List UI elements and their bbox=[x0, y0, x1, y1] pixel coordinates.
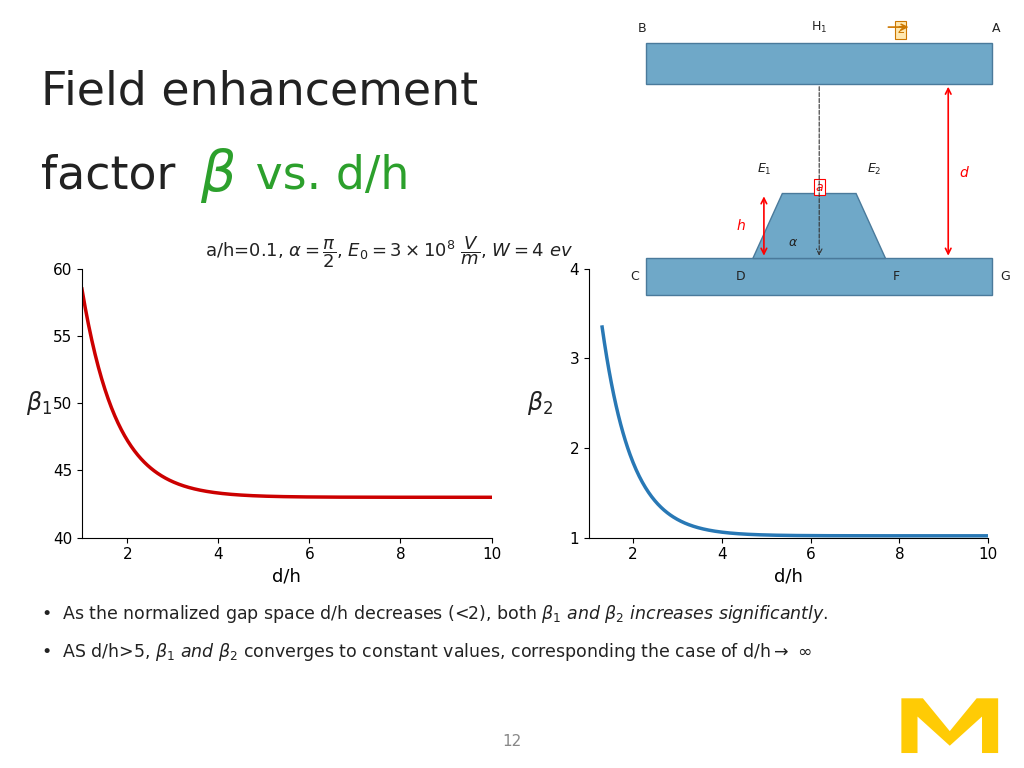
X-axis label: d/h: d/h bbox=[272, 568, 301, 586]
Text: a: a bbox=[815, 180, 823, 194]
Text: z: z bbox=[897, 23, 903, 36]
Polygon shape bbox=[901, 698, 998, 753]
Text: 12: 12 bbox=[503, 733, 521, 749]
Text: $E_1$: $E_1$ bbox=[757, 162, 771, 177]
Text: C: C bbox=[630, 270, 639, 283]
Text: G: G bbox=[999, 270, 1010, 283]
Text: H$_1$: H$_1$ bbox=[811, 20, 827, 35]
X-axis label: d/h: d/h bbox=[774, 568, 803, 586]
Text: vs. d/h: vs. d/h bbox=[241, 154, 409, 199]
Polygon shape bbox=[646, 43, 992, 84]
Text: D: D bbox=[736, 270, 745, 283]
Text: B: B bbox=[638, 22, 646, 35]
Polygon shape bbox=[753, 194, 886, 259]
Text: factor: factor bbox=[41, 154, 190, 199]
Text: $\beta_1$: $\beta_1$ bbox=[26, 389, 52, 417]
Text: $E_2$: $E_2$ bbox=[867, 162, 882, 177]
Text: h: h bbox=[736, 219, 745, 233]
Text: •  AS d/h>5, $\beta_1$ $\mathit{and}\ \beta_2$ converges to constant values, cor: • AS d/h>5, $\beta_1$ $\mathit{and}\ \be… bbox=[41, 641, 812, 664]
Text: Field enhancement: Field enhancement bbox=[41, 69, 478, 114]
Text: a/h=0.1, $\alpha = \dfrac{\pi}{2}$, $E_0 = 3 \times 10^8\ \dfrac{V}{m}$, $W = 4\: a/h=0.1, $\alpha = \dfrac{\pi}{2}$, $E_0… bbox=[205, 234, 573, 270]
Text: d: d bbox=[959, 166, 968, 180]
Text: $\beta$: $\beta$ bbox=[200, 146, 236, 205]
Text: F: F bbox=[893, 270, 900, 283]
Polygon shape bbox=[646, 259, 992, 295]
Text: A: A bbox=[992, 22, 1000, 35]
Text: •  As the normalized gap space d/h decreases (<2), both $\beta_1$ $\mathit{and}\: • As the normalized gap space d/h decrea… bbox=[41, 603, 828, 625]
Text: $\beta_2$: $\beta_2$ bbox=[526, 389, 553, 417]
Text: $\alpha$: $\alpha$ bbox=[788, 236, 799, 249]
Text: UNIVERSITY OF
MICHIGAN: UNIVERSITY OF MICHIGAN bbox=[931, 756, 969, 767]
